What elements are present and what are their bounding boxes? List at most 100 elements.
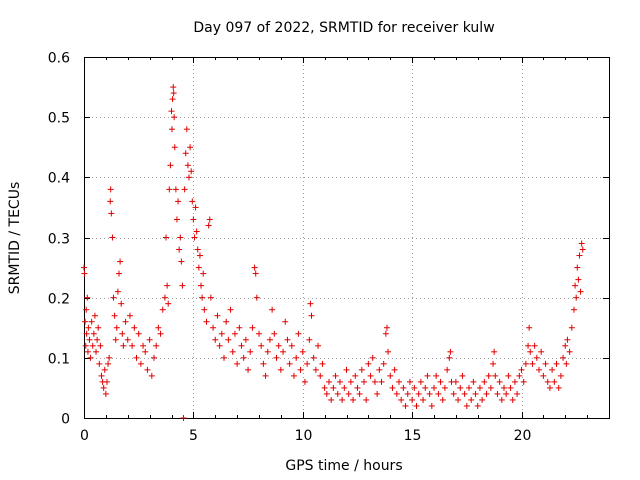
data-point xyxy=(540,372,547,379)
data-point xyxy=(507,384,514,391)
data-point xyxy=(538,348,545,355)
data-point xyxy=(293,354,300,361)
data-point xyxy=(112,336,119,343)
data-point xyxy=(315,342,322,349)
data-point xyxy=(227,306,234,313)
data-point xyxy=(175,198,182,205)
data-point xyxy=(492,372,499,379)
data-point xyxy=(234,360,241,367)
data-point xyxy=(400,384,407,391)
data-point xyxy=(483,390,490,397)
x-tick-label: 5 xyxy=(189,428,198,444)
data-point xyxy=(284,336,291,343)
data-point xyxy=(218,330,225,337)
data-point xyxy=(100,384,107,391)
y-tick-label: 0.6 xyxy=(48,51,70,67)
data-point xyxy=(437,378,444,385)
data-point xyxy=(406,378,413,385)
data-point xyxy=(562,342,569,349)
data-point xyxy=(159,306,166,313)
data-point xyxy=(262,372,269,379)
data-point xyxy=(170,84,177,91)
data-point xyxy=(491,348,498,355)
data-point xyxy=(568,324,575,331)
data-point xyxy=(164,282,171,289)
data-point xyxy=(391,366,398,373)
data-point xyxy=(273,354,280,361)
data-point xyxy=(380,360,387,367)
x-axis-label: GPS time / hours xyxy=(285,458,402,474)
data-point xyxy=(195,264,202,271)
data-point xyxy=(258,342,265,349)
data-point xyxy=(86,336,93,343)
data-point xyxy=(354,384,361,391)
data-point xyxy=(119,330,126,337)
data-point xyxy=(280,348,287,355)
y-tick-label: 0.5 xyxy=(48,111,70,127)
data-point xyxy=(297,366,304,373)
data-point xyxy=(295,330,302,337)
data-point xyxy=(533,354,540,361)
data-point xyxy=(312,366,319,373)
data-point xyxy=(122,318,129,325)
data-point xyxy=(131,324,138,331)
data-point xyxy=(95,324,102,331)
data-point xyxy=(361,378,367,385)
data-point xyxy=(352,372,359,379)
data-point xyxy=(171,144,178,151)
data-point xyxy=(144,366,151,373)
data-point xyxy=(91,312,98,319)
data-point xyxy=(196,252,203,259)
data-point xyxy=(193,228,200,235)
data-point xyxy=(323,390,330,397)
y-tick-label: 0.3 xyxy=(48,232,70,248)
data-point xyxy=(189,198,196,205)
data-point xyxy=(264,348,271,355)
data-point xyxy=(81,270,88,277)
data-point xyxy=(444,366,451,373)
data-point xyxy=(236,324,243,331)
data-point xyxy=(167,162,174,169)
data-point xyxy=(572,282,579,289)
data-point xyxy=(514,390,521,397)
data-point xyxy=(176,246,183,253)
data-point xyxy=(525,342,532,349)
data-point xyxy=(363,396,370,403)
data-point xyxy=(97,342,104,349)
data-point xyxy=(485,372,492,379)
data-point xyxy=(393,390,400,397)
data-point xyxy=(319,360,326,367)
data-point xyxy=(199,294,206,301)
data-point xyxy=(385,348,392,355)
data-point xyxy=(198,282,205,289)
data-point xyxy=(321,384,328,391)
data-point xyxy=(87,354,94,361)
data-point xyxy=(89,342,96,349)
data-point xyxy=(252,270,259,277)
data-point xyxy=(155,324,162,331)
data-point xyxy=(110,294,117,301)
data-point xyxy=(555,384,562,391)
data-point xyxy=(411,384,418,391)
data-point xyxy=(358,366,365,373)
data-point xyxy=(187,144,194,151)
data-point xyxy=(106,354,113,361)
x-tick-label: 10 xyxy=(295,428,313,444)
data-point xyxy=(184,162,191,169)
data-point xyxy=(212,336,219,343)
data-point xyxy=(251,264,258,271)
data-point xyxy=(178,258,185,265)
data-point xyxy=(282,318,289,325)
data-point xyxy=(579,246,586,253)
data-point xyxy=(225,336,232,343)
data-point xyxy=(84,294,91,301)
data-point xyxy=(205,222,212,229)
data-point xyxy=(245,366,252,373)
data-point xyxy=(286,360,293,367)
data-point xyxy=(165,300,172,307)
y-tick-labels: 0 0.1 0.2 0.3 0.4 0.5 0.6 xyxy=(48,51,70,428)
y-tick-label: 0 xyxy=(61,412,70,428)
data-point xyxy=(345,390,352,397)
data-point xyxy=(90,330,97,337)
